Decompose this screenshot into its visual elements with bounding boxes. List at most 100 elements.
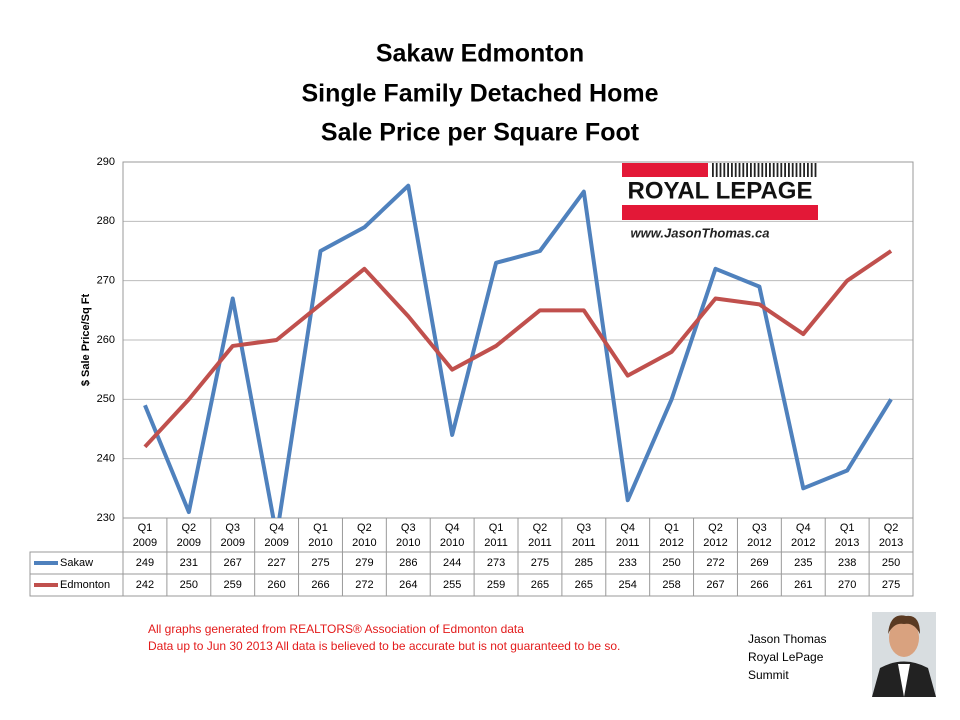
logo-stripe [753,163,756,177]
table-cell: 272 [355,579,373,591]
y-tick-label: 270 [97,275,115,287]
logo-text: ROYAL LEPAGE [628,177,813,204]
x-tick-label: Q2 [357,522,372,534]
table-cell: 273 [487,557,505,569]
table-cell: 242 [136,579,154,591]
x-tick-label: 2012 [747,537,771,549]
series-line [143,183,893,518]
signature: Royal LePage [748,650,824,664]
logo-stripe [731,163,733,177]
table-cell: 238 [838,557,856,569]
table-cell: 270 [838,579,856,591]
table-cell: 227 [267,557,285,569]
y-tick-label: 290 [97,156,115,168]
table-cell: 286 [399,557,417,569]
table-cell: 275 [311,557,329,569]
x-tick-label: 2012 [791,537,815,549]
table-cell: 266 [311,579,329,591]
x-tick-label: Q1 [840,522,855,534]
table-cell: 260 [267,579,285,591]
logo-stripe [776,163,779,177]
logo-bar [622,163,708,177]
table-cell: 261 [794,579,812,591]
logo-stripe [757,163,760,177]
table-cell: 269 [750,557,768,569]
logo-stripe [761,163,764,177]
table-cell: 265 [575,579,593,591]
legend-label: Sakaw [60,557,93,569]
chart-title: Sale Price per Square Foot [321,119,640,147]
x-tick-label: Q3 [401,522,416,534]
table-cell: 244 [443,557,461,569]
signature: Summit [748,668,789,682]
table-cell: 285 [575,557,593,569]
logo-stripe [723,163,726,177]
logo-stripe [727,163,729,177]
x-tick-label: Q1 [489,522,504,534]
table-cell: 265 [531,579,549,591]
footer-note: Data up to Jun 30 2013 All data is belie… [148,639,620,653]
logo-stripe [742,163,745,177]
y-axis-label: $ Sale Price/Sq Ft [80,294,92,387]
x-tick-label: Q3 [752,522,767,534]
x-tick-label: 2011 [528,537,552,549]
x-tick-label: 2011 [572,537,596,549]
table-cell: 258 [662,579,680,591]
y-tick-label: 230 [97,512,115,524]
chart-title: Single Family Detached Home [301,80,658,108]
table-cell: 275 [531,557,549,569]
x-tick-label: Q4 [620,522,635,534]
logo-stripe [780,163,783,177]
logo-stripe [750,163,752,177]
table-cell: 235 [794,557,812,569]
logo-stripe [765,163,767,177]
x-tick-label: Q3 [576,522,591,534]
logo-stripe [712,163,714,177]
logo-stripe [814,163,817,177]
x-tick-label: 2009 [133,537,157,549]
x-tick-label: 2010 [308,537,332,549]
x-tick-label: Q4 [445,522,460,534]
logo-stripe [788,163,790,177]
portrait-shirt [898,664,910,697]
logo-stripe [791,163,794,177]
x-tick-label: 2013 [879,537,903,549]
logo: ROYAL LEPAGE www.JasonThomas.ca [622,163,818,240]
table-cell: 275 [882,579,900,591]
table-cell: 266 [750,579,768,591]
x-tick-label: 2010 [352,537,376,549]
x-tick-label: 2010 [440,537,464,549]
logo-stripe [746,163,748,177]
logo-url: www.JasonThomas.ca [631,225,770,240]
logo-stripe [795,163,798,177]
table-cell: 272 [706,557,724,569]
footer-note: All graphs generated from REALTORS® Asso… [148,622,524,636]
table-cell: 267 [706,579,724,591]
x-tick-label: 2013 [835,537,859,549]
table-cell: 264 [399,579,417,591]
x-tick-label: 2012 [659,537,683,549]
x-tick-label: Q2 [181,522,196,534]
y-tick-label: 280 [97,215,115,227]
x-tick-label: Q2 [884,522,899,534]
logo-stripe [738,163,741,177]
x-tick-label: Q3 [225,522,240,534]
portrait [872,612,936,697]
table-cell: 231 [180,557,198,569]
table-cell: 250 [662,557,680,569]
portrait-hair [888,615,920,634]
x-tick-label: Q4 [269,522,284,534]
legend-label: Edmonton [60,579,110,591]
logo-stripe [734,163,737,177]
y-tick-label: 240 [97,453,115,465]
x-tick-label: 2012 [703,537,727,549]
logo-bar [622,205,818,220]
x-tick-label: Q2 [533,522,548,534]
x-tick-label: Q1 [313,522,328,534]
logo-stripe [807,163,809,177]
x-tick-label: 2009 [264,537,288,549]
x-tick-label: Q1 [664,522,679,534]
table-cell: 279 [355,557,373,569]
signature: Jason Thomas [748,632,827,646]
